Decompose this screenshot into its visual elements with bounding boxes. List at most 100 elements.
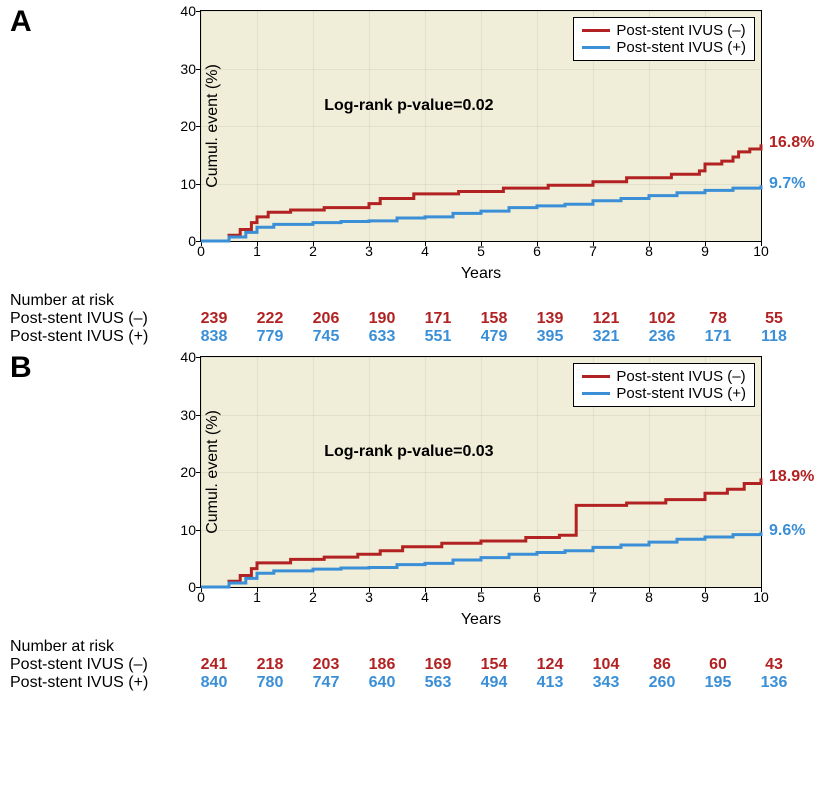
- risk-cell: 121: [578, 310, 634, 328]
- xtick-label: 8: [645, 589, 653, 605]
- legend: Post-stent IVUS (–)Post-stent IVUS (+): [573, 363, 755, 407]
- ytick-label: 20: [156, 118, 196, 134]
- ytick-label: 20: [156, 464, 196, 480]
- risk-cell: 169: [410, 656, 466, 674]
- risk-cell: 154: [466, 656, 522, 674]
- logrank-annotation: Log-rank p-value=0.02: [324, 97, 493, 115]
- risk-row: Post-stent IVUS (+)840780747640563494413…: [10, 674, 805, 692]
- xtick-label: 2: [309, 589, 317, 605]
- ytick-label: 30: [156, 407, 196, 423]
- risk-cell: 395: [522, 328, 578, 346]
- risk-cell: 218: [242, 656, 298, 674]
- risk-table: Number at riskPost-stent IVUS (–)2412182…: [10, 638, 805, 692]
- risk-cell: 171: [410, 310, 466, 328]
- grid-line-v: [761, 11, 762, 241]
- risk-row-label: Post-stent IVUS (+): [10, 328, 186, 346]
- risk-cell: 747: [298, 674, 354, 692]
- xtick-label: 4: [421, 243, 429, 259]
- risk-cell: 222: [242, 310, 298, 328]
- risk-cell: 745: [298, 328, 354, 346]
- legend-swatch: [582, 392, 610, 395]
- risk-cell: 239: [186, 310, 242, 328]
- legend: Post-stent IVUS (–)Post-stent IVUS (+): [573, 17, 755, 61]
- risk-cell: 241: [186, 656, 242, 674]
- risk-cell: 86: [634, 656, 690, 674]
- legend-label: Post-stent IVUS (+): [616, 39, 746, 56]
- risk-cell: 203: [298, 656, 354, 674]
- xtick-label: 7: [589, 589, 597, 605]
- legend-swatch: [582, 375, 610, 378]
- grid-line-h: [201, 241, 761, 242]
- legend-swatch: [582, 29, 610, 32]
- legend-label: Post-stent IVUS (+): [616, 385, 746, 402]
- risk-cell: 186: [354, 656, 410, 674]
- ytick-label: 10: [156, 522, 196, 538]
- risk-title: Number at risk: [10, 638, 805, 656]
- end-value-label: 9.6%: [769, 522, 805, 540]
- risk-title: Number at risk: [10, 292, 805, 310]
- legend-item: Post-stent IVUS (+): [582, 385, 746, 402]
- chart-wrap: 012345678910010203040Cumul. event (%)Yea…: [160, 356, 760, 588]
- panel-letter: A: [10, 5, 32, 39]
- risk-cell: 139: [522, 310, 578, 328]
- risk-cell: 343: [578, 674, 634, 692]
- risk-cell: 190: [354, 310, 410, 328]
- xtick-label: 4: [421, 589, 429, 605]
- panel-letter: B: [10, 351, 32, 385]
- ytick-label: 10: [156, 176, 196, 192]
- xtick-label: 1: [253, 243, 261, 259]
- risk-cell: 640: [354, 674, 410, 692]
- risk-cell: 60: [690, 656, 746, 674]
- risk-cell: 494: [466, 674, 522, 692]
- risk-row: Post-stent IVUS (–)241218203186169154124…: [10, 656, 805, 674]
- risk-cell: 321: [578, 328, 634, 346]
- risk-cell: 124: [522, 656, 578, 674]
- risk-row: Post-stent IVUS (+)838779745633551479395…: [10, 328, 805, 346]
- risk-cell: 633: [354, 328, 410, 346]
- legend-label: Post-stent IVUS (–): [616, 368, 745, 385]
- legend-label: Post-stent IVUS (–): [616, 22, 745, 39]
- risk-cell: 195: [690, 674, 746, 692]
- chart-wrap: 012345678910010203040Cumul. event (%)Yea…: [160, 10, 760, 242]
- legend-item: Post-stent IVUS (+): [582, 39, 746, 56]
- risk-table: Number at riskPost-stent IVUS (–)2392222…: [10, 292, 805, 346]
- risk-cell: 171: [690, 328, 746, 346]
- risk-cell: 102: [634, 310, 690, 328]
- risk-cell: 780: [242, 674, 298, 692]
- tick-y: [196, 241, 201, 242]
- legend-item: Post-stent IVUS (–): [582, 368, 746, 385]
- risk-row-label: Post-stent IVUS (–): [10, 310, 186, 328]
- grid-line-v: [761, 357, 762, 587]
- xtick-label: 7: [589, 243, 597, 259]
- ytick-label: 40: [156, 3, 196, 19]
- risk-cell: 104: [578, 656, 634, 674]
- xtick-label: 10: [753, 589, 769, 605]
- ytick-label: 0: [156, 579, 196, 595]
- ytick-label: 40: [156, 349, 196, 365]
- grid-line-h: [201, 587, 761, 588]
- risk-cell: 838: [186, 328, 242, 346]
- risk-row: Post-stent IVUS (–)239222206190171158139…: [10, 310, 805, 328]
- end-value-label: 9.7%: [769, 175, 805, 193]
- risk-cell: 158: [466, 310, 522, 328]
- risk-cell: 840: [186, 674, 242, 692]
- risk-cell: 206: [298, 310, 354, 328]
- ytick-label: 0: [156, 233, 196, 249]
- logrank-annotation: Log-rank p-value=0.03: [324, 443, 493, 461]
- end-value-label: 18.9%: [769, 468, 814, 486]
- risk-cell: 136: [746, 674, 802, 692]
- plot-area: 012345678910010203040Cumul. event (%)Yea…: [200, 10, 762, 242]
- legend-swatch: [582, 46, 610, 49]
- end-value-label: 16.8%: [769, 134, 814, 152]
- xtick-label: 2: [309, 243, 317, 259]
- xtick-label: 6: [533, 589, 541, 605]
- xtick-label: 10: [753, 243, 769, 259]
- risk-cell: 118: [746, 328, 802, 346]
- xtick-label: 6: [533, 243, 541, 259]
- risk-cell: 551: [410, 328, 466, 346]
- risk-cell: 260: [634, 674, 690, 692]
- xtick-label: 1: [253, 589, 261, 605]
- xtick-label: 3: [365, 243, 373, 259]
- risk-cell: 413: [522, 674, 578, 692]
- risk-cell: 563: [410, 674, 466, 692]
